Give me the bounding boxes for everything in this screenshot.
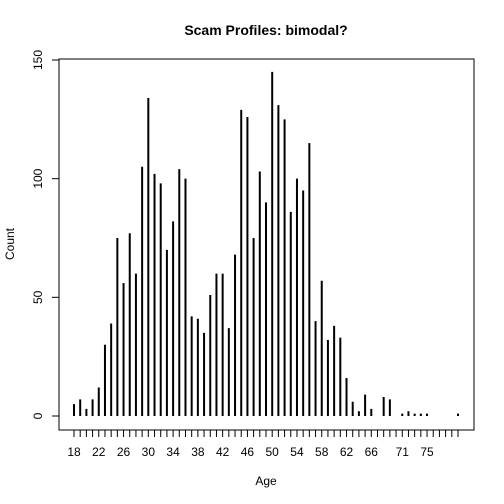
y-axis-label: Count <box>3 227 17 260</box>
x-tick-label: 26 <box>117 445 131 459</box>
x-tick-label: 38 <box>191 445 205 459</box>
y-axis: 0 50 100 150 <box>31 50 60 419</box>
x-tick-label: 46 <box>241 445 255 459</box>
x-axis-label: Age <box>255 474 277 488</box>
x-tick-label: 54 <box>290 445 304 459</box>
x-tick-label: 75 <box>420 445 434 459</box>
x-tick-label: 66 <box>365 445 379 459</box>
x-tick-label: 42 <box>216 445 230 459</box>
x-tick-label: 62 <box>340 445 354 459</box>
y-tick-label: 150 <box>31 50 45 70</box>
x-tick-label: 50 <box>266 445 280 459</box>
x-tick-label: 30 <box>142 445 156 459</box>
chart-title: Scam Profiles: bimodal? <box>184 22 347 38</box>
x-tick-label: 18 <box>67 445 81 459</box>
bars-group <box>73 71 459 416</box>
x-tick-label: 71 <box>396 445 410 459</box>
y-tick-label: 50 <box>31 290 45 304</box>
y-tick-label: 100 <box>31 168 45 188</box>
x-tick-label: 22 <box>92 445 106 459</box>
x-tick-label: 58 <box>315 445 329 459</box>
x-axis: 18 22 26 30 34 38 42 46 50 54 58 62 66 71 75 <box>67 429 459 459</box>
x-tick-label: 34 <box>166 445 180 459</box>
y-tick-label: 0 <box>31 412 45 419</box>
